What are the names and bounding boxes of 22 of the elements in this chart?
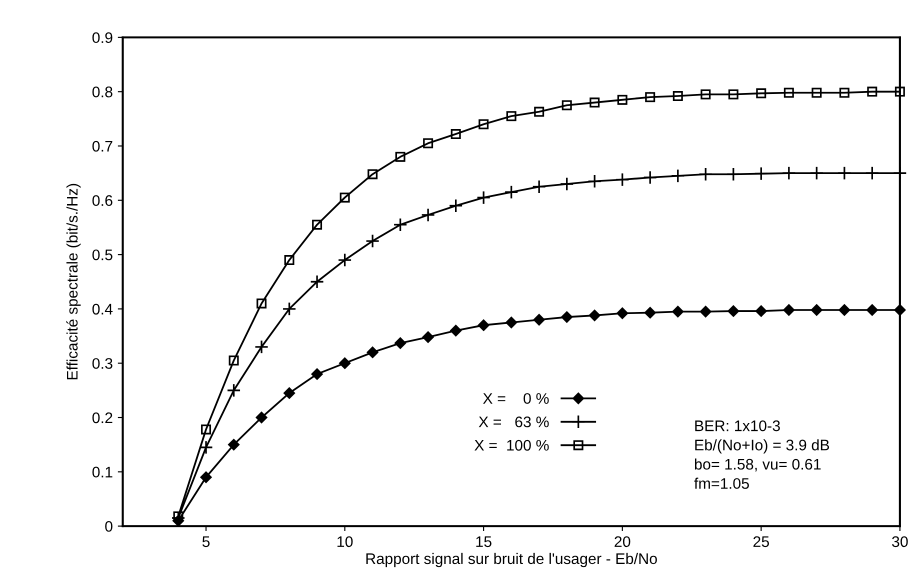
x-tick-label: 20 [614,536,630,548]
x-tick-label: 10 [337,536,353,548]
annotation: BER: 1x10-3 Eb/(No+Io) = 3.9 dB bo= 1.58, vu= 0.61 fm=1.05 [694,420,830,489]
y-tick-label: 0.5 [92,249,112,260]
y-axis-title: Efficacité spectrale (bit/s./Hz) [66,184,81,380]
x-tick-label: 30 [892,536,908,548]
legend-label: X = 100 % [474,440,549,451]
y-tick-label: 0.8 [92,86,112,98]
y-tick-label: 0.2 [92,412,112,424]
y-tick-label: 0.9 [92,32,112,44]
legend-label: X = 63 % [478,416,549,428]
y-tick-label: 0 [105,520,112,532]
x-tick-label: 15 [476,536,492,548]
x-axis-title: Rapport signal sur bruit de l'usager - Eb/No [366,552,657,568]
x-tick-label: 25 [753,536,769,548]
y-tick-label: 0.7 [92,140,112,152]
y-tick-label: 0.1 [92,466,112,478]
y-tick-label: 0.3 [92,358,112,369]
x-tick-label: 5 [202,536,210,548]
legend-label: X = 0 % [483,393,549,404]
y-tick-label: 0.4 [92,304,113,315]
y-tick-label: 0.6 [92,195,112,206]
